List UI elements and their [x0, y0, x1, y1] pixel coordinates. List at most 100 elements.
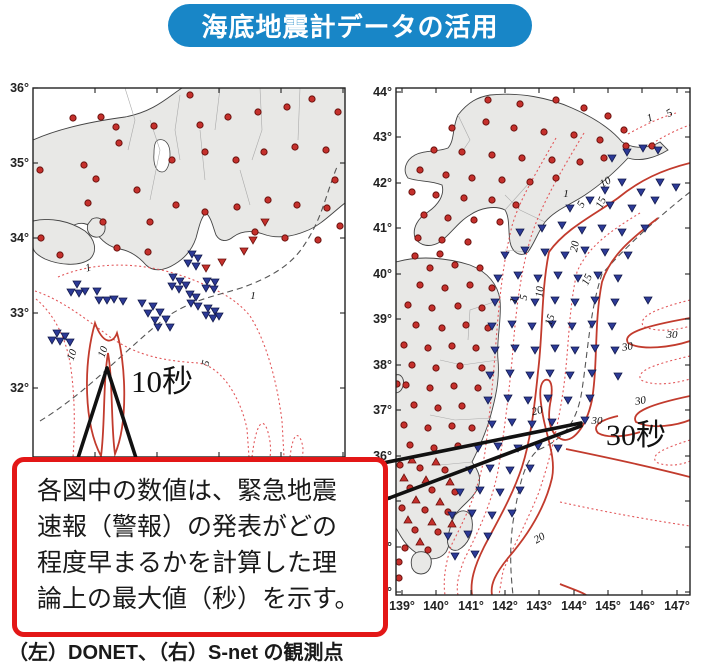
- ocean-bottom-station-triangle: [183, 259, 193, 268]
- red-triangle-station: [407, 455, 417, 464]
- contour-dashed: [289, 435, 304, 457]
- land-station-dot: [426, 384, 434, 392]
- ocean-bottom-station-triangle: [565, 204, 575, 213]
- land-station-dot: [396, 574, 403, 582]
- land-station-dot: [430, 444, 438, 452]
- trench-axis-line: [510, 191, 690, 595]
- right-map-seconds-label: 30秒: [606, 419, 666, 452]
- land-polygon: [33, 219, 96, 265]
- longitude-label: 145°: [595, 599, 621, 613]
- ocean-bottom-station-triangle: [527, 322, 537, 331]
- land-station-dot: [570, 131, 578, 139]
- land-station-dot: [424, 344, 432, 352]
- ocean-bottom-station-triangle: [553, 271, 563, 280]
- red-triangle-station: [217, 258, 227, 267]
- ocean-bottom-station-triangle: [55, 337, 65, 346]
- contour-solid: [595, 415, 641, 438]
- ocean-bottom-station-triangle: [638, 144, 648, 153]
- ocean-bottom-station-triangle: [613, 372, 623, 381]
- ocean-bottom-station-triangle: [567, 322, 577, 331]
- ocean-bottom-station-triangle: [210, 278, 220, 287]
- callout-leader-line: [366, 424, 583, 508]
- contour-value-label: 5: [200, 359, 213, 368]
- land-station-dot: [291, 143, 299, 151]
- red-triangle-station: [403, 515, 413, 524]
- ocean-bottom-station-triangle: [155, 308, 165, 317]
- land-station-dot: [454, 302, 462, 310]
- land-station-dot: [336, 222, 344, 230]
- latitude-label: 40°: [373, 267, 392, 281]
- callout-leader-line: [366, 421, 583, 468]
- ocean-bottom-station-triangle: [487, 511, 497, 520]
- land-station-dot: [264, 196, 272, 204]
- ocean-bottom-station-triangle: [590, 344, 600, 353]
- callout-line: 程度早まるかを計算した理: [37, 550, 338, 577]
- land-station-dot: [648, 142, 656, 150]
- prefecture-border: [214, 88, 221, 131]
- ocean-bottom-station-triangle: [607, 322, 617, 331]
- land-station-dot: [438, 324, 446, 332]
- land-station-dot: [496, 218, 504, 226]
- land-station-dot: [232, 156, 240, 164]
- land-station-dot: [406, 441, 414, 449]
- land-station-dot: [283, 103, 291, 111]
- longitude-label: 142°: [492, 599, 518, 613]
- ocean-bottom-station-triangle: [74, 289, 84, 298]
- ocean-bottom-station-triangle: [168, 273, 178, 282]
- contour-value-label: 30: [666, 329, 679, 341]
- ocean-bottom-station-triangle: [623, 251, 633, 260]
- land-station-dot: [396, 558, 403, 566]
- land-station-dot: [400, 341, 408, 349]
- ocean-bottom-station-triangle: [527, 420, 537, 429]
- callout-line: 論上の最大値（秒）を示す。: [37, 586, 360, 613]
- ocean-bottom-station-triangle: [65, 338, 75, 347]
- ocean-bottom-station-triangle: [181, 281, 191, 290]
- land-station-dot: [448, 422, 456, 430]
- callout-line: 各図中の数値は、緊急地震: [37, 478, 338, 505]
- ocean-bottom-station-triangle: [550, 296, 560, 305]
- land-station-dot: [596, 136, 604, 144]
- left-map-seconds-label: 10秒: [131, 364, 193, 399]
- ocean-bottom-station-triangle: [150, 316, 160, 325]
- ocean-bottom-station-triangle: [605, 201, 615, 210]
- land-station-dot: [441, 284, 449, 292]
- ocean-bottom-station-triangle: [72, 280, 82, 289]
- ocean-bottom-station-triangle: [143, 309, 153, 318]
- land-station-dot: [281, 234, 289, 242]
- ocean-bottom-station-triangle: [533, 274, 543, 283]
- prefecture-border: [251, 88, 263, 161]
- land-station-dot: [472, 344, 480, 352]
- ocean-bottom-station-triangle: [503, 394, 513, 403]
- ocean-bottom-station-triangle: [475, 486, 485, 495]
- contour-dashed: [559, 501, 690, 527]
- ocean-bottom-station-triangle: [443, 532, 453, 541]
- ocean-bottom-station-triangle: [193, 254, 203, 263]
- land-station-dot: [322, 146, 330, 154]
- land-station-dot: [254, 108, 262, 116]
- ocean-bottom-station-triangle: [187, 250, 197, 259]
- red-triangle-station: [239, 247, 249, 256]
- land-station-dot: [112, 123, 120, 131]
- land-station-dot: [432, 191, 440, 199]
- prefecture-border: [124, 88, 136, 151]
- land-station-dot: [172, 201, 180, 209]
- ocean-bottom-station-triangle: [447, 511, 457, 520]
- ocean-bottom-station-triangle: [463, 530, 473, 539]
- prefecture-border: [199, 129, 206, 181]
- land-station-dot: [37, 234, 45, 242]
- prefecture-border: [297, 88, 301, 141]
- ocean-bottom-station-triangle: [537, 224, 547, 233]
- longitude-label: 144°: [561, 599, 587, 613]
- lake: [153, 139, 171, 173]
- ocean-bottom-station-triangle: [161, 315, 171, 324]
- contour-solid: [565, 448, 690, 478]
- ocean-bottom-station-triangle: [209, 285, 219, 294]
- ocean-bottom-station-triangle: [643, 296, 653, 305]
- latitude-label: 42°: [373, 176, 392, 190]
- contour-value-label: 1: [84, 262, 92, 275]
- land-station-dot: [576, 158, 584, 166]
- ocean-bottom-station-triangle: [191, 262, 201, 271]
- prefecture-border: [174, 94, 181, 161]
- land-station-dot: [436, 250, 444, 258]
